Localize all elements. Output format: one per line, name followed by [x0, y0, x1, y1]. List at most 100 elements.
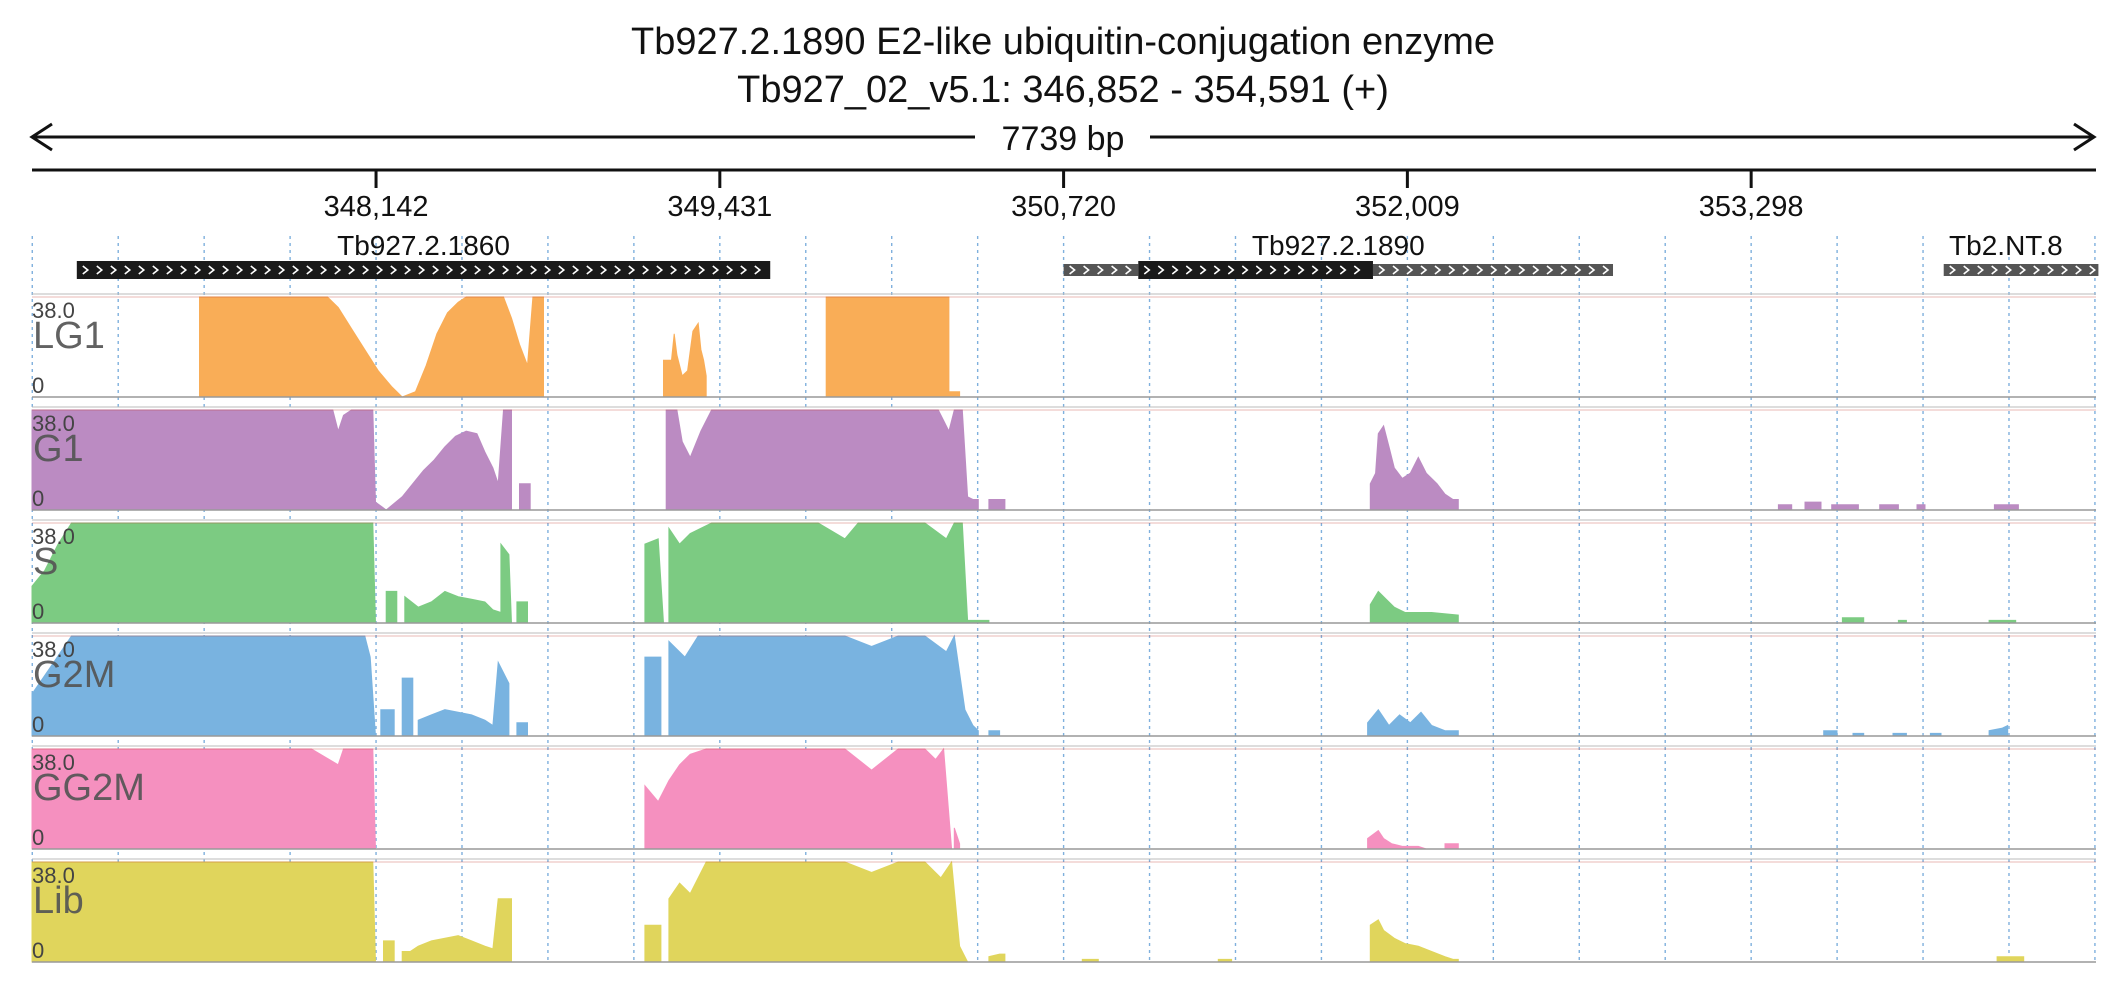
gene-utr — [1943, 264, 2099, 276]
axis-tick-label: 353,298 — [1699, 191, 1804, 223]
strand-chevron — [1532, 265, 1540, 275]
strand-chevron — [138, 265, 146, 275]
strand-chevron — [96, 265, 104, 275]
strand-chevron — [516, 265, 524, 275]
strand-chevron — [740, 265, 748, 275]
strand-chevron — [544, 265, 552, 275]
strand-chevron — [1083, 265, 1090, 275]
strand-chevron — [642, 265, 650, 275]
y-min-label: 0 — [32, 486, 44, 511]
strand-chevron — [1560, 265, 1568, 275]
strand-chevron — [292, 265, 300, 275]
strand-chevron — [404, 265, 412, 275]
strand-chevron — [1143, 265, 1151, 275]
gene-Tb927.2.1860: Tb927.2.1860 — [76, 230, 771, 279]
strand-chevron — [362, 265, 370, 275]
strand-chevron — [2005, 265, 2012, 275]
strand-chevron — [236, 265, 244, 275]
coordinate-axis: 348,142 349,431 350,720 352,009 353,298 — [32, 168, 2096, 223]
strand-chevron — [586, 265, 594, 275]
strand-chevron — [1241, 265, 1249, 275]
strand-chevron — [1448, 265, 1456, 275]
strand-chevron — [166, 265, 174, 275]
strand-chevron — [124, 265, 132, 275]
strand-chevron — [1574, 265, 1582, 275]
strand-chevron — [446, 265, 454, 275]
strand-chevron — [1476, 265, 1484, 275]
strand-chevron — [1325, 265, 1333, 275]
strand-chevron — [1297, 265, 1305, 275]
coverage-area — [32, 296, 2096, 398]
strand-chevron — [572, 265, 580, 275]
strand-chevron — [208, 265, 216, 275]
y-min-label: 0 — [32, 825, 44, 850]
strand-chevron — [1213, 265, 1221, 275]
track-GG2M: 38.0 0 GG2M — [31, 745, 2096, 850]
strand-chevron — [754, 265, 762, 275]
coverage-area — [31, 860, 2096, 963]
strand-chevron — [82, 265, 90, 275]
strand-chevron — [432, 265, 440, 275]
strand-chevron — [488, 265, 496, 275]
strand-chevron — [1097, 265, 1104, 275]
strand-chevron — [1949, 265, 1956, 275]
strand-chevron — [1504, 265, 1512, 275]
y-max-label: 38.0 — [32, 524, 75, 549]
strand-chevron — [1518, 265, 1526, 275]
strand-chevron — [1490, 265, 1498, 275]
strand-chevron — [698, 265, 706, 275]
gene-utr — [1063, 264, 1139, 276]
strand-chevron — [278, 265, 286, 275]
y-min-label: 0 — [32, 712, 44, 737]
strand-chevron — [1434, 265, 1442, 275]
strand-chevron — [712, 265, 720, 275]
coverage-tracks: 38.00LG138.00G138.00S38.00G2M38.00GG2M38… — [31, 293, 2096, 963]
strand-chevron — [264, 265, 272, 275]
strand-chevron — [222, 265, 230, 275]
strand-chevron — [726, 265, 734, 275]
strand-chevron — [306, 265, 314, 275]
strand-chevron — [502, 265, 510, 275]
strand-chevron — [684, 265, 692, 275]
track-name: LG1 — [33, 315, 105, 357]
strand-chevron — [250, 265, 258, 275]
strand-chevron — [2061, 265, 2068, 275]
strand-chevron — [530, 265, 538, 275]
strand-chevron — [1420, 265, 1428, 275]
track-name: G1 — [33, 428, 84, 470]
chart-subtitle: Tb927_02_v5.1: 346,852 - 354,591 (+) — [737, 69, 1389, 111]
strand-chevron — [558, 265, 566, 275]
strand-chevron — [460, 265, 468, 275]
y-max-label: 38.0 — [32, 298, 75, 323]
gene-label: Tb2.NT.8 — [1949, 230, 2063, 261]
strand-chevron — [628, 265, 636, 275]
y-min-label: 0 — [32, 938, 44, 963]
track-LG1: 38.0 0 LG1 — [32, 293, 2096, 398]
strand-chevron — [390, 265, 398, 275]
strand-chevron — [194, 265, 202, 275]
strand-chevron — [1977, 265, 1984, 275]
y-min-label: 0 — [32, 599, 44, 624]
span-label: 7739 bp — [1002, 120, 1125, 158]
strand-chevron — [1462, 265, 1470, 275]
strand-chevron — [1125, 265, 1132, 275]
coverage-area — [31, 409, 2096, 511]
y-max-label: 38.0 — [32, 411, 75, 436]
gene-track: Tb927.2.1860 Tb927.2.1890 Tb2.NT.8 — [76, 230, 2099, 279]
strand-chevron — [1353, 265, 1361, 275]
strand-chevron — [614, 265, 622, 275]
strand-chevron — [1111, 265, 1118, 275]
strand-chevron — [1199, 265, 1207, 275]
y-max-label: 38.0 — [32, 637, 75, 662]
strand-chevron — [1339, 265, 1347, 275]
track-G2M: 38.0 0 G2M — [31, 632, 2096, 737]
coverage-area — [31, 747, 2096, 850]
strand-chevron — [320, 265, 328, 275]
strand-chevron — [2047, 265, 2054, 275]
gene-cds — [1138, 261, 1373, 279]
strand-chevron — [1392, 265, 1400, 275]
strand-chevron — [376, 265, 384, 275]
strand-chevron — [1602, 265, 1610, 275]
strand-chevron — [1963, 265, 1970, 275]
